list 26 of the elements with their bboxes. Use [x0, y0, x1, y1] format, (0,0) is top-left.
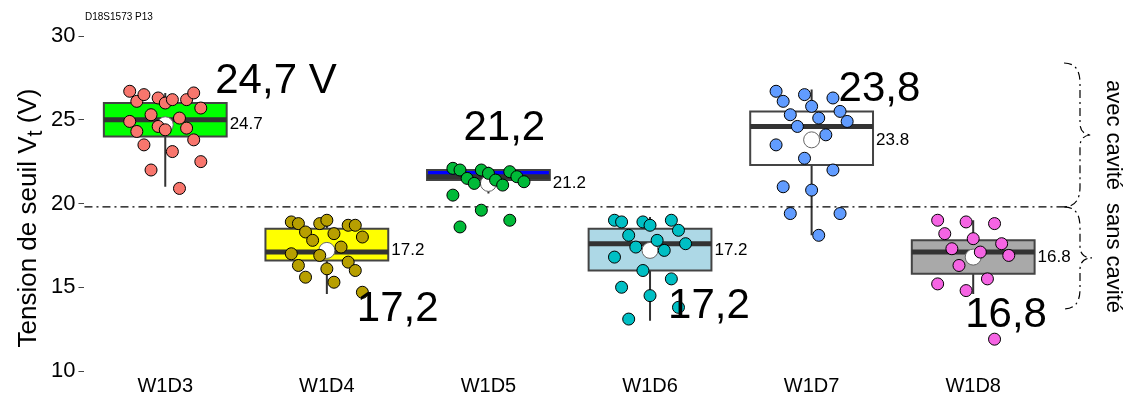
text: 21.2 — [552, 173, 586, 193]
y-tick-label: 25 — [50, 105, 76, 131]
text: 24.7 — [229, 114, 263, 134]
y-tick-label: 30 — [50, 22, 76, 48]
x-tick-label: W1D8 — [945, 373, 1001, 396]
annotation: 17,2 — [356, 282, 439, 330]
annotation: 16,8 — [965, 288, 1047, 336]
x-tick-label: W1D4 — [299, 373, 355, 396]
annotation: 21,2 — [463, 101, 546, 149]
text: sans cavité — [1101, 202, 1127, 313]
x-tick-label: W1D6 — [622, 373, 678, 396]
text: 17.2 — [714, 240, 748, 260]
x-tick-label: W1D7 — [783, 373, 840, 396]
x-tick-label: W1D5 — [460, 373, 517, 396]
y-tick-label: 15 — [50, 273, 76, 299]
annotation: 23,8 — [838, 63, 921, 111]
y-tick-label: 20 — [50, 189, 76, 215]
text: 17.2 — [391, 240, 425, 260]
text: avec cavité — [1101, 79, 1127, 190]
text: 23.8 — [876, 129, 910, 149]
x-tick-label: W1D3 — [137, 373, 194, 396]
y-tick-label: 10 — [50, 357, 76, 383]
chart-title: D18S1573 P13 — [85, 11, 153, 22]
annotation: 24,7 V — [215, 55, 337, 103]
text: 16.8 — [1037, 246, 1071, 266]
annotation: 17,2 — [668, 279, 750, 327]
